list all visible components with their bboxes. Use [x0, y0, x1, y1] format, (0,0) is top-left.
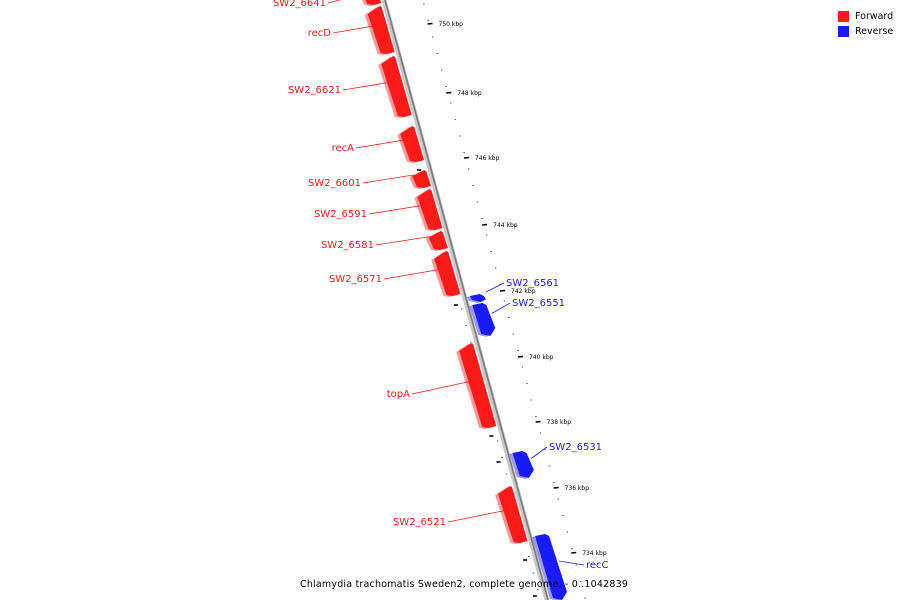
- gene-leader-line: [327, 0, 342, 4]
- scale-major-tick: [571, 551, 577, 554]
- gene-arrow[interactable]: [363, 0, 382, 5]
- gene-leader-line: [530, 446, 548, 459]
- gene-label: SW2_6581: [321, 240, 374, 251]
- gene-leader-line: [342, 82, 389, 91]
- gene-label: SW2_6621: [288, 85, 341, 96]
- legend-item-forward: Forward: [838, 9, 893, 24]
- scale-tick-label: 734 kbp: [582, 550, 607, 557]
- gene-arrow[interactable]: [459, 343, 497, 428]
- gene-leader-line: [558, 560, 585, 566]
- gene-label: SW2_6521: [393, 517, 446, 528]
- scale-major-tick: [517, 355, 524, 358]
- scale-tick-label: 740 kbp: [529, 354, 554, 361]
- gene-arrow[interactable]: [498, 486, 528, 543]
- scale-tick-label: 738 kbp: [547, 419, 572, 426]
- strand-legend: Forward Reverse: [838, 9, 893, 39]
- reverse-swatch: [838, 26, 849, 37]
- gene-reca[interactable]: recA: [332, 126, 425, 163]
- scale-major-tick: [553, 486, 559, 489]
- scale-major-tick: [427, 22, 433, 25]
- scale-tick-label: 746 kbp: [475, 155, 500, 162]
- gene-arrow[interactable]: [428, 231, 448, 250]
- gene-leader-line: [485, 282, 505, 293]
- gene-arrow[interactable]: [412, 170, 432, 188]
- gene-recc[interactable]: recC: [532, 534, 609, 600]
- gene-leader-line: [368, 205, 422, 215]
- gene-label: SW2_6641: [273, 0, 326, 9]
- gene-sw2_6591[interactable]: SW2_6591: [314, 189, 443, 231]
- gene-label: SW2_6601: [308, 178, 361, 189]
- gene-label: recA: [332, 143, 355, 154]
- genome-caption: Chlamydia trachomatis Sweden2, complete …: [300, 579, 629, 590]
- gene-label: recC: [586, 560, 609, 571]
- gene-leader-line: [332, 25, 374, 34]
- gene-arrow[interactable]: [417, 189, 443, 230]
- legend-label-reverse: Reverse: [855, 26, 894, 37]
- scale-major-tick: [535, 420, 541, 423]
- gene-sw2_6551[interactable]: SW2_6551: [469, 298, 565, 337]
- gene-leader-line: [411, 381, 470, 395]
- forward-swatch: [838, 11, 849, 22]
- gene-sw2_6601[interactable]: SW2_6601: [308, 170, 432, 189]
- gene-label: SW2_6551: [512, 298, 565, 309]
- scale-tick-label: 742 kbp: [511, 288, 536, 295]
- scale-tick-label: 750 kbp: [439, 21, 464, 28]
- gene-sw2_6521[interactable]: SW2_6521: [393, 486, 528, 544]
- gene-arrow[interactable]: [434, 251, 461, 296]
- scale-tick-label: 748 kbp: [457, 90, 482, 97]
- gene-leader-line: [447, 510, 505, 523]
- scale-major-tick: [482, 223, 488, 226]
- gene-leader-line: [375, 236, 431, 246]
- scale-major-tick: [446, 91, 452, 94]
- legend-item-reverse: Reverse: [838, 24, 893, 39]
- gene-recd[interactable]: recD: [308, 6, 395, 55]
- gene-arrow[interactable]: [367, 6, 395, 54]
- gene-label: SW2_6561: [506, 278, 559, 289]
- gene-leader-line: [362, 174, 414, 184]
- gene-label: SW2_6591: [314, 209, 367, 220]
- genome-backbone: [384, 0, 549, 600]
- gene-leader-line: [491, 302, 511, 314]
- gene-sw2_6531[interactable]: SW2_6531: [509, 442, 603, 479]
- legend-label-forward: Forward: [855, 11, 894, 22]
- gene-sw2_6621[interactable]: SW2_6621: [288, 56, 412, 118]
- gene-arrow[interactable]: [472, 303, 496, 336]
- scale-tick-label: 736 kbp: [565, 485, 590, 492]
- gene-topa[interactable]: topA: [387, 343, 497, 429]
- gene-arrow[interactable]: [512, 451, 534, 478]
- gene-leader-line: [355, 139, 405, 149]
- scale-major-tick: [463, 156, 470, 159]
- gene-arrow[interactable]: [400, 126, 425, 162]
- gene-sw2_6641[interactable]: SW2_6641: [273, 0, 382, 9]
- gene-label: topA: [387, 389, 410, 400]
- gene-arrow[interactable]: [535, 534, 567, 600]
- gene-sw2_6561[interactable]: SW2_6561: [466, 278, 559, 303]
- gene-arrow[interactable]: [469, 294, 487, 302]
- gene-leader-line: [383, 269, 440, 280]
- gene-label: SW2_6571: [329, 274, 382, 285]
- gene-arrow[interactable]: [381, 56, 412, 117]
- gene-sw2_6571[interactable]: SW2_6571: [329, 251, 461, 297]
- gene-sw2_6581[interactable]: SW2_6581: [321, 231, 448, 251]
- scale-tick-label: 744 kbp: [493, 222, 518, 229]
- gene-label: SW2_6531: [549, 442, 602, 453]
- gene-label: recD: [308, 28, 332, 39]
- genome-backbone-shadow: [381, 0, 550, 600]
- scale-major-tick: [499, 289, 506, 292]
